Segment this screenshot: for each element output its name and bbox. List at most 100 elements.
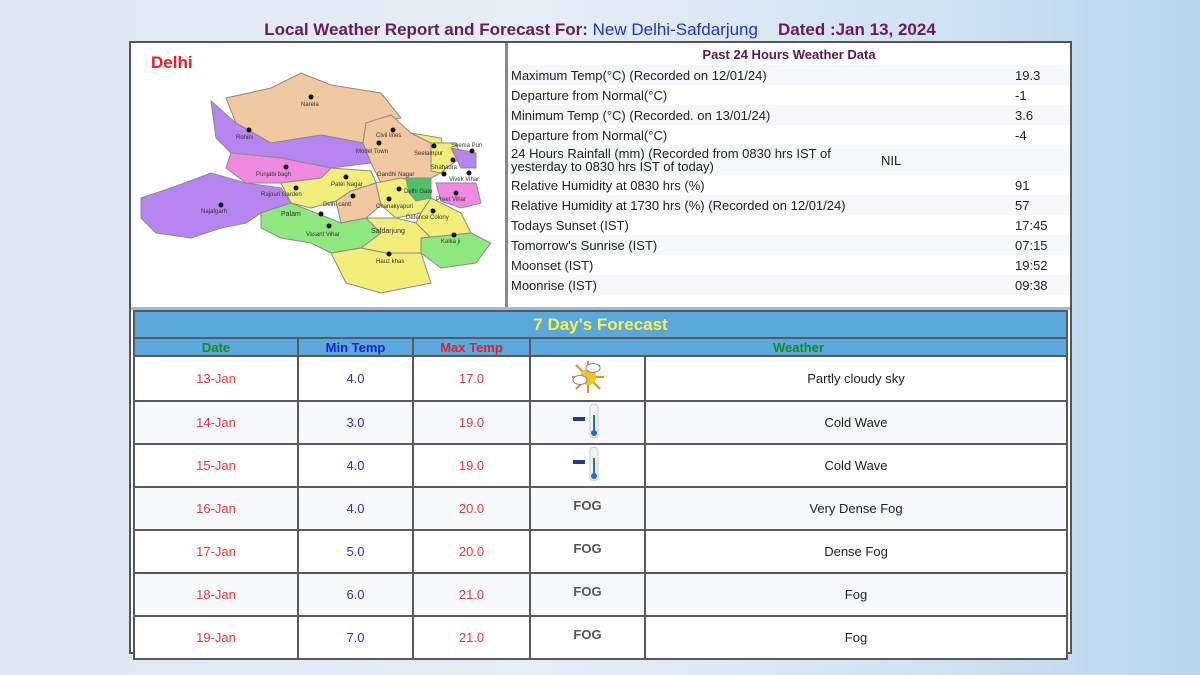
- row-label: 24 Hours Rainfall (mm) (Recorded from 08…: [511, 146, 831, 174]
- row-value: 19:52: [1015, 257, 1048, 273]
- svg-text:Delhi Gate: Delhi Gate: [404, 189, 433, 195]
- svg-text:Vasant Vihar: Vasant Vihar: [306, 232, 340, 238]
- forecast-date: 15-Jan: [135, 445, 297, 486]
- forecast-max: 21.0: [414, 574, 529, 615]
- row-label: Relative Humidity at 1730 hrs (%) (Recor…: [511, 197, 846, 213]
- forecast-min: 4.0: [299, 445, 412, 486]
- svg-text:Hauz khas: Hauz khas: [376, 259, 404, 265]
- forecast-date: 13-Jan: [135, 357, 297, 400]
- past-24h-panel: Past 24 Hours Weather Data Maximum Temp(…: [508, 43, 1070, 305]
- svg-text:Defence Colony: Defence Colony: [406, 215, 449, 221]
- svg-text:Seema Puri: Seema Puri: [451, 143, 482, 149]
- forecast-title: 7 Day's Forecast: [135, 312, 1066, 337]
- map-title: Delhi: [151, 53, 193, 72]
- forecast-min: 4.0: [299, 488, 412, 529]
- page-title: Local Weather Report and Forecast For: N…: [0, 20, 1200, 40]
- past-row-humidity-1730: Relative Humidity at 1730 hrs (%) (Recor…: [508, 195, 1070, 215]
- delhi-district-map: Narela Rohini Civil lines Model Town Seelam…: [140, 72, 492, 294]
- forecast-date: 18-Jan: [135, 574, 297, 615]
- past-24h-table: Maximum Temp(°C) (Recorded on 12/01/24) 1…: [508, 65, 1070, 295]
- row-value: -4: [1015, 127, 1027, 143]
- svg-text:Punjabi bagh: Punjabi bagh: [256, 172, 291, 178]
- forecast-min: 4.0: [299, 357, 412, 400]
- forecast-max: 21.0: [414, 617, 529, 658]
- report-date: Dated :Jan 13, 2024: [777, 20, 936, 39]
- forecast-table: 7 Day's Forecast Date Min Temp Max Temp …: [133, 310, 1068, 660]
- forecast-row: 13-Jan 4.0 17.0 Partly cloudy sky: [135, 357, 1066, 400]
- forecast-max: 17.0: [414, 357, 529, 400]
- forecast-weather: Cold Wave: [646, 445, 1066, 486]
- past-row-humidity-0830: Relative Humidity at 0830 hrs (%) 91: [508, 175, 1070, 195]
- report-frame: Delhi: [129, 41, 1072, 660]
- forecast-weather: Dense Fog: [646, 531, 1066, 572]
- cold-wave-thermometer-icon: [531, 445, 644, 486]
- partly-cloudy-icon: [531, 357, 644, 400]
- col-date: Date: [135, 339, 297, 355]
- row-value: NIL: [881, 152, 902, 168]
- forecast-weather: Fog: [646, 574, 1066, 615]
- fog-icon: FOG: [531, 488, 644, 529]
- row-label: Departure from Normal(°C): [511, 127, 668, 143]
- row-label: Maximum Temp(°C) (Recorded on 12/01/24): [511, 67, 767, 83]
- past-row-moonrise: Moonrise (IST) 09:38: [508, 275, 1070, 295]
- past-row-min-temp: Minimum Temp (°C) (Recorded. on 13/01/24…: [508, 105, 1070, 125]
- svg-text:Safdarjung: Safdarjung: [371, 228, 405, 235]
- forecast-date: 14-Jan: [135, 402, 297, 443]
- svg-text:Najafgarh: Najafgarh: [201, 209, 227, 215]
- fog-icon-label: FOG: [573, 541, 602, 556]
- past-24h-title: Past 24 Hours Weather Data: [508, 43, 1070, 65]
- past-row-max-temp: Maximum Temp(°C) (Recorded on 12/01/24) 1…: [508, 65, 1070, 85]
- svg-text:Palam: Palam: [281, 211, 301, 218]
- row-label: Departure from Normal(°C): [511, 87, 668, 103]
- row-value: 57: [1015, 197, 1030, 213]
- past-row-min-departure: Departure from Normal(°C) -4: [508, 125, 1070, 145]
- svg-text:Model Town: Model Town: [356, 149, 388, 155]
- past-row-sunrise: Tomorrow's Sunrise (IST) 07:15: [508, 235, 1070, 255]
- forecast-weather: Cold Wave: [646, 402, 1066, 443]
- row-label: Todays Sunset (IST): [511, 217, 629, 233]
- row-label: Moonrise (IST): [511, 277, 597, 293]
- title-prefix: Local Weather Report and Forecast For:: [264, 20, 593, 39]
- svg-text:Preet Vihar: Preet Vihar: [436, 197, 466, 203]
- past-row-moonset: Moonset (IST) 19:52: [508, 255, 1070, 275]
- row-value: 91: [1015, 177, 1030, 193]
- svg-text:Civil lines: Civil lines: [376, 133, 401, 139]
- forecast-row: 15-Jan 4.0 19.0 Cold Wave: [135, 445, 1066, 486]
- row-label: Tomorrow's Sunrise (IST): [511, 237, 658, 253]
- fog-icon-label: FOG: [573, 627, 602, 642]
- svg-text:Rohini: Rohini: [236, 135, 253, 141]
- row-value: 17:45: [1015, 217, 1048, 233]
- col-max-temp: Max Temp: [414, 339, 529, 355]
- svg-text:Seelampur: Seelampur: [414, 151, 443, 157]
- row-value: 19.3: [1015, 67, 1041, 83]
- svg-text:Chanakyapuri: Chanakyapuri: [376, 204, 413, 210]
- location-name: New Delhi-Safdarjung: [592, 20, 758, 39]
- forecast-max: 19.0: [414, 445, 529, 486]
- past-row-max-departure: Departure from Normal(°C) -1: [508, 85, 1070, 105]
- section-divider: [131, 307, 1070, 310]
- forecast-row: 16-Jan 4.0 20.0 FOG Very Dense Fog: [135, 488, 1066, 529]
- fog-icon: FOG: [531, 531, 644, 572]
- delhi-map-panel: Delhi: [131, 43, 508, 310]
- forecast-date: 16-Jan: [135, 488, 297, 529]
- svg-text:Shahadra: Shahadra: [431, 165, 458, 171]
- svg-text:Gandhi Nagar: Gandhi Nagar: [377, 172, 414, 178]
- fog-icon-label: FOG: [573, 584, 602, 599]
- forecast-row: 17-Jan 5.0 20.0 FOG Dense Fog: [135, 531, 1066, 572]
- forecast-min: 6.0: [299, 574, 412, 615]
- col-weather: Weather: [531, 339, 1066, 355]
- row-value: 07:15: [1015, 237, 1048, 253]
- svg-text:Patel Nagar: Patel Nagar: [331, 182, 363, 188]
- forecast-row: 18-Jan 6.0 21.0 FOG Fog: [135, 574, 1066, 615]
- forecast-max: 20.0: [414, 488, 529, 529]
- forecast-max: 19.0: [414, 402, 529, 443]
- fog-icon: FOG: [531, 617, 644, 658]
- forecast-date: 17-Jan: [135, 531, 297, 572]
- forecast-min: 3.0: [299, 402, 412, 443]
- svg-text:Delhi cantt: Delhi cantt: [323, 202, 352, 208]
- svg-text:Vivek Vihar: Vivek Vihar: [449, 177, 479, 183]
- row-label: Relative Humidity at 0830 hrs (%): [511, 177, 705, 193]
- col-min-temp: Min Temp: [299, 339, 412, 355]
- forecast-date: 19-Jan: [135, 617, 297, 658]
- row-value: -1: [1015, 87, 1027, 103]
